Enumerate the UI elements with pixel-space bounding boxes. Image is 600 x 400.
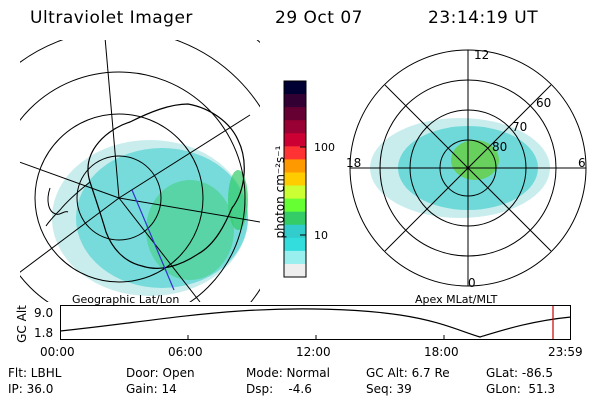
gc-alt-label: GC Alt: 6.7 Re (366, 366, 450, 380)
mlt-label-0: 0 (468, 276, 476, 290)
colorbar-swatch (284, 146, 306, 160)
colorbar-swatch (284, 81, 306, 95)
colorbar-swatch (284, 94, 306, 108)
geo-emission-band (146, 180, 234, 280)
geo-meridians (20, 40, 260, 302)
apex-map (349, 49, 587, 287)
gain-label: Gain: 14 (126, 382, 177, 396)
colorbar-swatch (284, 237, 306, 252)
colorbar-swatch (284, 133, 306, 147)
glon-label: GLon: 51.3 (486, 382, 556, 396)
seq-label: Seq: 39 (366, 382, 412, 396)
filter-label: Flt: LBHL (8, 366, 62, 380)
colorbar-swatch (284, 159, 306, 173)
colorbar-swatch (284, 250, 306, 265)
mlt-label-18: 18 (346, 156, 362, 170)
mode-label: Mode: Normal (246, 366, 330, 380)
colorbar (283, 80, 307, 278)
timeline-ytick-max: 9.0 (34, 306, 54, 320)
colorbar-swatch (284, 263, 306, 278)
geo-caption: Geographic Lat/Lon (72, 293, 180, 306)
apex-emission-core (451, 140, 499, 180)
altitude-curve (60, 308, 572, 338)
peninsula-outline (45, 181, 91, 227)
colorbar-tick-100: 100 (314, 141, 335, 154)
mlat-label-70: 70 (512, 120, 528, 134)
colorbar-gradient (284, 81, 306, 278)
timeline-xtick-2: 12:00 (296, 345, 331, 359)
timeline-xtick-0: 00:00 (40, 345, 75, 359)
timeline-xtick-4: 23:59 (548, 345, 583, 359)
colorbar-swatch (284, 107, 306, 121)
date-label: 29 Oct 07 (275, 8, 363, 28)
geographic-map (20, 40, 260, 302)
colorbar-tick-10: 10 (314, 229, 328, 242)
colorbar-swatch (284, 120, 306, 134)
colorbar-swatch (284, 198, 306, 213)
colorbar-unit-label: photon cm⁻²s⁻¹ (273, 145, 287, 239)
ip-label: IP: 36.0 (8, 382, 54, 396)
coast-detail (47, 187, 69, 215)
timeline-xtick-1: 06:00 (168, 345, 203, 359)
door-label: Door: Open (126, 366, 195, 380)
colorbar-swatch (284, 211, 306, 226)
dsp-label: Dsp: -4.6 (246, 382, 312, 396)
timeline-axis-label: GC Alt (15, 305, 29, 343)
mlt-label-6: 6 (578, 156, 586, 170)
colorbar-swatch (284, 172, 306, 187)
mlat-label-80: 80 (492, 140, 508, 154)
instrument-title: Ultraviolet Imager (30, 8, 193, 28)
geo-lat-circles (20, 40, 260, 302)
apex-caption: Apex MLat/MLT (415, 293, 498, 306)
time-label: 23:14:19 UT (428, 8, 539, 28)
glat-label: GLat: -86.5 (486, 366, 553, 380)
apex-mlt-lines (350, 50, 586, 286)
continent-outline (87, 103, 245, 269)
altitude-timeline (60, 305, 572, 340)
timeline-ytick-min: 1.8 (34, 326, 54, 340)
mlat-label-60: 60 (536, 96, 552, 110)
timeline-xtick-3: 18:00 (424, 345, 459, 359)
colorbar-swatch (284, 185, 306, 200)
timeline-ticks (187, 335, 445, 340)
mlt-label-12: 12 (474, 48, 490, 62)
sun-line (131, 189, 175, 291)
colorbar-swatch (284, 224, 306, 239)
